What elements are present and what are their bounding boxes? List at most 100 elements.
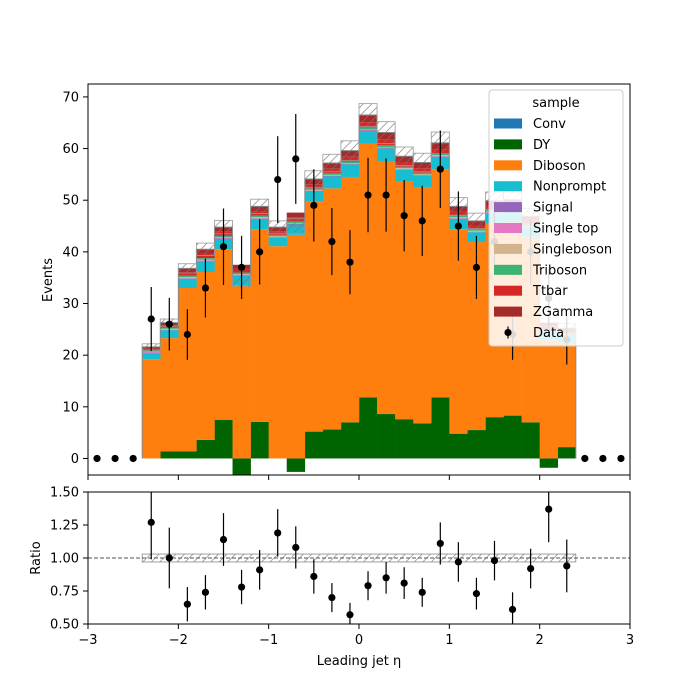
ratio-points — [147, 492, 571, 624]
bar-dy-4 — [214, 419, 233, 459]
bar-diboson-5 — [232, 285, 251, 459]
x-tick-label-2: −1 — [259, 633, 278, 648]
bar-dy-10 — [322, 429, 342, 459]
bar-triboson-7 — [268, 234, 288, 237]
bar-single-top-0 — [142, 352, 161, 353]
data-points — [93, 113, 625, 463]
bar-singleboson-18 — [467, 230, 486, 232]
bar-triboson-10 — [322, 173, 342, 175]
legend-swatch-triboson — [494, 264, 522, 275]
bar-nonprompt-7 — [268, 237, 288, 247]
legend-label-dy: DY — [533, 138, 550, 153]
bar-single-top-2 — [178, 277, 197, 279]
data-point-12 — [310, 201, 318, 209]
legend-box — [488, 89, 624, 347]
mc-uncertainty-bin-12 — [358, 103, 378, 127]
ratio-point-15 — [418, 588, 426, 596]
x-tick-label-6: 3 — [626, 633, 634, 648]
legend-swatch-diboson — [494, 160, 522, 171]
ratio-y-tick-label-0: 0.50 — [50, 618, 79, 633]
data-point-28 — [599, 454, 607, 463]
ratio-point-19 — [490, 557, 499, 565]
bar-singleboson-6 — [250, 217, 269, 218]
y-tick-label-2: 20 — [62, 349, 79, 364]
ratio-point-4 — [219, 535, 228, 544]
bar-diboson-9 — [304, 201, 324, 432]
ratio-point-22 — [545, 505, 553, 513]
ratio-y-axis-title: Ratio — [29, 541, 44, 574]
ratio-y-tick-label-3: 1.25 — [50, 519, 79, 534]
bar-dy-5 — [232, 458, 251, 475]
bar-single-top-7 — [268, 236, 288, 238]
legend-label-nonprompt: Nonprompt — [533, 180, 606, 195]
data-point-21 — [472, 263, 481, 271]
bar-single-top-10 — [322, 175, 342, 176]
bar-ttbar-3 — [196, 253, 215, 259]
data-point-2 — [129, 454, 137, 463]
mc-uncertainty-bin-14 — [394, 146, 414, 167]
legend-label-data: Data — [533, 326, 564, 341]
bar-dy-9 — [304, 431, 324, 459]
bar-dy-1 — [160, 451, 179, 459]
ratio-point-2 — [183, 600, 191, 608]
bar-single-top-12 — [359, 129, 378, 131]
bar-diboson-7 — [268, 246, 288, 459]
bar-dy-19 — [485, 417, 504, 459]
bar-diboson-12 — [359, 143, 378, 398]
bar-nonprompt-15 — [413, 175, 432, 188]
bar-triboson-2 — [178, 275, 197, 278]
bar-diboson-22 — [539, 340, 559, 459]
y-tick-label-1: 10 — [62, 400, 79, 415]
ratio-point-18 — [472, 590, 481, 598]
ratio-point-9 — [310, 572, 318, 581]
data-point-15 — [364, 191, 372, 199]
bar-dy-23 — [557, 447, 577, 459]
bar-signal-14 — [395, 169, 414, 170]
ratio-axes: 0.50 0.75 1.00 1.25 1.50 −3 −2 −1 0 1 2 3 — [50, 486, 634, 649]
bar-diboson-13 — [377, 161, 396, 415]
x-tick-label-1: −2 — [169, 633, 188, 648]
legend-label-diboson: Diboson — [533, 159, 586, 174]
bar-nonprompt-12 — [359, 131, 378, 144]
mc-uncertainty-bin-2 — [177, 263, 197, 274]
ratio-uncertainty-band — [88, 553, 630, 563]
ratio-point-20 — [508, 605, 517, 614]
bar-diboson-8 — [286, 234, 306, 459]
mc-uncertainty-bin-11 — [340, 140, 360, 161]
ratio-y-tick-label-1: 0.75 — [50, 585, 79, 600]
ratio-point-3 — [201, 588, 210, 596]
legend-label-singleboson: Singleboson — [533, 242, 612, 257]
legend-label-signal: Signal — [533, 201, 573, 216]
y-tick-label-5: 50 — [62, 194, 79, 209]
y-axis-title: Events — [41, 258, 56, 302]
bar-dy-20 — [503, 415, 522, 459]
bar-triboson-13 — [377, 144, 396, 148]
bar-singleboson-14 — [395, 168, 414, 169]
legend: sample Conv DY Diboson Nonprompt Signal Singl… — [488, 89, 624, 347]
data-point-4 — [165, 320, 173, 328]
bar-signal-13 — [377, 148, 396, 149]
ratio-point-16 — [436, 539, 444, 548]
ratio-point-14 — [400, 579, 408, 587]
bar-dy-3 — [196, 439, 215, 459]
data-point-0 — [93, 454, 101, 463]
legend-label-single-top: Single top — [533, 222, 598, 237]
ratio-point-23 — [563, 562, 571, 570]
bar-nonprompt-11 — [340, 164, 360, 177]
bar-single-top-6 — [250, 217, 269, 219]
legend-swatch-ttbar — [494, 285, 522, 296]
legend-swatch-zgamma — [494, 306, 522, 317]
data-point-8 — [237, 263, 246, 271]
ratio-y-tick-label-2: 1.00 — [50, 552, 79, 567]
bar-single-top-13 — [377, 147, 396, 149]
mc-uncertainty-bin-15 — [412, 152, 432, 173]
bar-triboson-18 — [467, 229, 486, 231]
bar-signal-15 — [413, 175, 432, 176]
bar-dy-12 — [359, 397, 378, 459]
ratio-point-8 — [292, 543, 300, 552]
ratio-point-5 — [237, 583, 246, 591]
bar-dy-18 — [467, 430, 486, 459]
ratio-point-13 — [382, 574, 390, 582]
ratio-y-tick-label-4: 1.50 — [50, 486, 79, 501]
